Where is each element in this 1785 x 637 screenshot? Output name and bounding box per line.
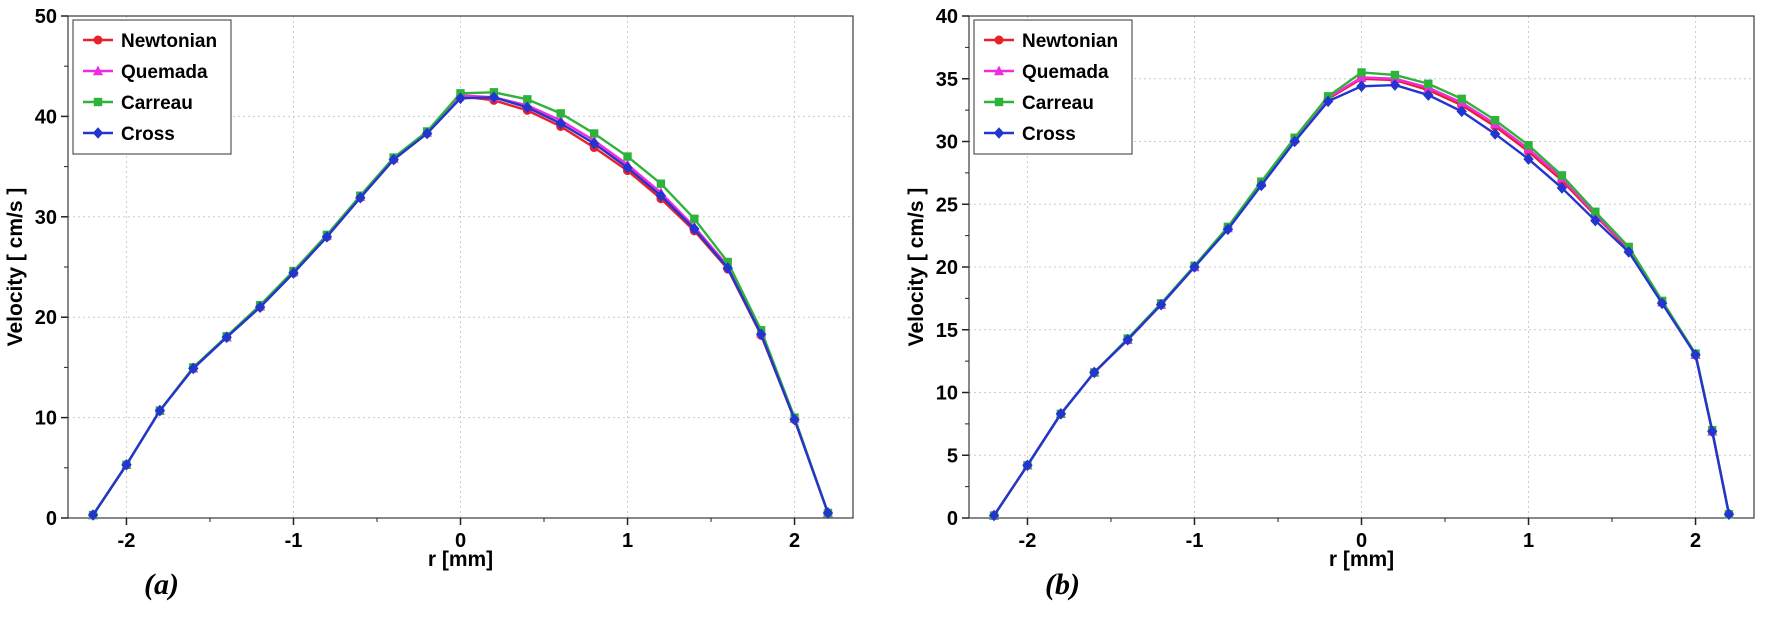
svg-text:Quemada: Quemada xyxy=(121,62,208,83)
svg-text:-2: -2 xyxy=(1019,530,1037,552)
svg-text:20: 20 xyxy=(35,307,57,329)
svg-text:0: 0 xyxy=(1356,530,1367,552)
svg-text:0: 0 xyxy=(46,508,57,530)
svg-text:50: 50 xyxy=(35,6,57,28)
svg-text:0: 0 xyxy=(455,530,466,552)
caption-b: (b) xyxy=(1045,568,1080,601)
series-newtonian xyxy=(88,91,833,520)
svg-text:1: 1 xyxy=(1523,530,1534,552)
svg-text:10: 10 xyxy=(936,383,958,405)
svg-text:Newtonian: Newtonian xyxy=(1022,31,1118,52)
svg-text:0: 0 xyxy=(947,508,958,530)
svg-text:Carreau: Carreau xyxy=(121,93,193,114)
svg-text:Cross: Cross xyxy=(121,124,175,145)
svg-text:-2: -2 xyxy=(118,530,136,552)
svg-text:30: 30 xyxy=(35,207,57,229)
svg-text:2: 2 xyxy=(1690,530,1701,552)
chart-panel-a: -2 -1 0 1 2 0 10 20 30 40 50 r [mm] Velocity [ cm/s … xyxy=(4,2,869,602)
legend: Newtonian Quemada Carreau Cross xyxy=(973,19,1133,155)
svg-text:35: 35 xyxy=(936,69,958,91)
x-axis-label: r [mm] xyxy=(1329,548,1394,571)
chart-panel-b: -2 -1 0 1 2 0 5 10 15 20 25 30 35 40 r [mm] Velocity [ … xyxy=(905,2,1770,602)
legend: Newtonian Quemada Carreau Cross xyxy=(72,19,232,155)
svg-text:40: 40 xyxy=(35,106,57,128)
svg-text:25: 25 xyxy=(936,194,958,216)
legend-item-carreau: Carreau xyxy=(984,93,1094,114)
legend-item-quemada: Quemada xyxy=(83,62,208,83)
svg-text:10: 10 xyxy=(35,408,57,430)
svg-text:Carreau: Carreau xyxy=(1022,93,1094,114)
legend-item-carreau: Carreau xyxy=(83,93,193,114)
svg-text:30: 30 xyxy=(936,132,958,154)
svg-text:1: 1 xyxy=(622,530,633,552)
svg-text:Quemada: Quemada xyxy=(1022,62,1109,83)
y-axis-label: Velocity [ cm/s ] xyxy=(4,188,27,347)
svg-text:Cross: Cross xyxy=(1022,124,1076,145)
svg-text:-1: -1 xyxy=(1186,530,1204,552)
legend-item-newtonian: Newtonian xyxy=(984,31,1118,52)
legend-item-quemada: Quemada xyxy=(984,62,1109,83)
svg-text:40: 40 xyxy=(936,6,958,28)
svg-text:-1: -1 xyxy=(285,530,303,552)
svg-text:Newtonian: Newtonian xyxy=(121,31,217,52)
y-axis-label: Velocity [ cm/s ] xyxy=(905,188,928,347)
legend-item-newtonian: Newtonian xyxy=(83,31,217,52)
series-cross xyxy=(87,91,834,521)
caption-a: (a) xyxy=(144,568,179,601)
svg-text:15: 15 xyxy=(936,320,958,342)
legend-item-cross: Cross xyxy=(83,124,175,145)
legend-item-cross: Cross xyxy=(984,124,1076,145)
series-cross xyxy=(988,79,1735,522)
velocity-profiles-figure: -2 -1 0 1 2 0 10 20 30 40 50 r [mm] Velocity [ cm/s … xyxy=(4,2,1770,602)
svg-text:5: 5 xyxy=(947,445,958,467)
svg-text:2: 2 xyxy=(789,530,800,552)
svg-text:20: 20 xyxy=(936,257,958,279)
x-axis-label: r [mm] xyxy=(428,548,493,571)
